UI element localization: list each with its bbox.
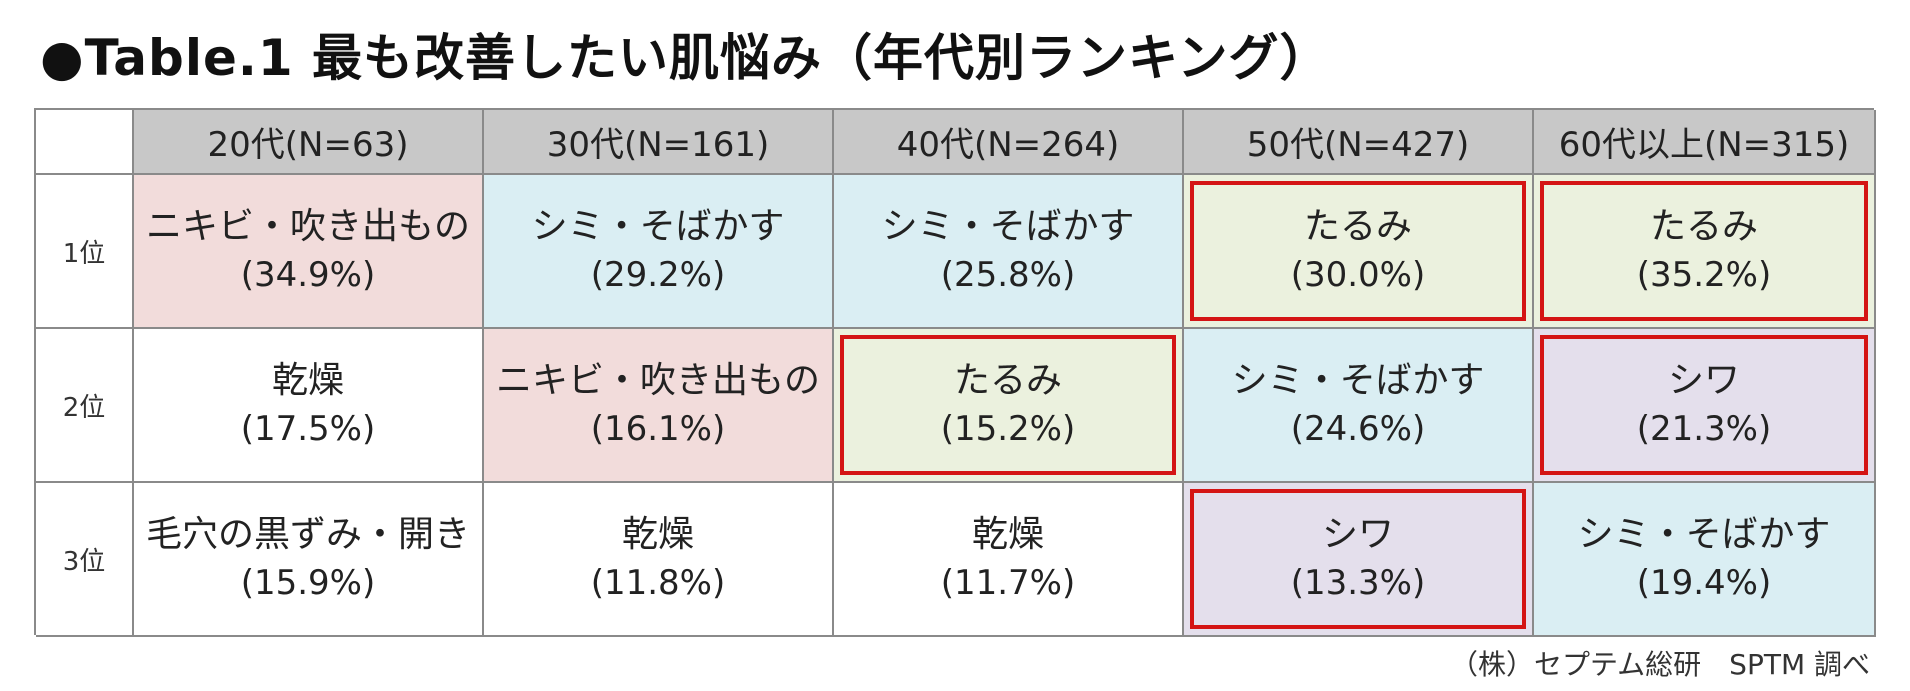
concern-percentage: (29.2%) xyxy=(590,255,726,295)
concern-label: シミ・そばかす xyxy=(1577,514,1831,555)
ranking-cell: たるみ (15.2%) xyxy=(834,329,1184,483)
ranking-cell: ニキビ・吹き出もの (34.9%) xyxy=(134,175,484,329)
source-credit: （株）セプテム総研 SPTM 調べ xyxy=(1450,648,1870,681)
ranking-cell: ニキビ・吹き出もの (16.1%) xyxy=(484,329,834,483)
concern-label: たるみ xyxy=(953,360,1062,401)
concern-label: 乾燥 xyxy=(271,360,344,401)
concern-percentage: (30.0%) xyxy=(1290,255,1426,295)
concern-percentage: (11.7%) xyxy=(940,563,1076,603)
column-header-40s: 40代(N=264) xyxy=(834,110,1184,175)
rank-label-3: 3位 xyxy=(36,483,134,637)
concern-label: シミ・そばかす xyxy=(1231,360,1485,401)
ranking-cell: たるみ (30.0%) xyxy=(1184,175,1534,329)
ranking-cell: 毛穴の黒ずみ・開き (15.9%) xyxy=(134,483,484,637)
concern-label: 毛穴の黒ずみ・開き xyxy=(145,514,470,555)
concern-label: シワ xyxy=(1667,360,1740,401)
concern-label: ニキビ・吹き出もの xyxy=(145,206,470,247)
concern-percentage: (13.3%) xyxy=(1290,563,1426,603)
concern-percentage: (35.2%) xyxy=(1636,255,1772,295)
rank-label-1: 1位 xyxy=(36,175,134,329)
concern-percentage: (17.5%) xyxy=(240,409,376,449)
concern-percentage: (24.6%) xyxy=(1290,409,1426,449)
column-header-50s: 50代(N=427) xyxy=(1184,110,1534,175)
concern-percentage: (21.3%) xyxy=(1636,409,1772,449)
ranking-cell: シミ・そばかす (19.4%) xyxy=(1534,483,1876,637)
ranking-cell: たるみ (35.2%) xyxy=(1534,175,1876,329)
column-header-60s-plus: 60代以上(N=315) xyxy=(1534,110,1876,175)
concern-percentage: (15.9%) xyxy=(240,563,376,603)
concern-label: シワ xyxy=(1321,514,1394,555)
concern-percentage: (11.8%) xyxy=(590,563,726,603)
concern-label: 乾燥 xyxy=(971,514,1044,555)
ranking-cell: 乾燥 (11.7%) xyxy=(834,483,1184,637)
ranking-cell: シミ・そばかす (25.8%) xyxy=(834,175,1184,329)
table-corner-cell xyxy=(36,110,134,175)
concern-label: ニキビ・吹き出もの xyxy=(495,360,820,401)
ranking-cell: 乾燥 (11.8%) xyxy=(484,483,834,637)
concern-label: 乾燥 xyxy=(621,514,694,555)
ranking-table-wrapper: 20代(N=63) 30代(N=161) 40代(N=264) 50代(N=42… xyxy=(34,108,1876,637)
concern-percentage: (15.2%) xyxy=(940,409,1076,449)
ranking-cell: シワ (13.3%) xyxy=(1184,483,1534,637)
rank-label-2: 2位 xyxy=(36,329,134,483)
concern-percentage: (16.1%) xyxy=(590,409,726,449)
ranking-cell: シミ・そばかす (24.6%) xyxy=(1184,329,1534,483)
ranking-cell: シミ・そばかす (29.2%) xyxy=(484,175,834,329)
column-header-30s: 30代(N=161) xyxy=(484,110,834,175)
concern-percentage: (25.8%) xyxy=(940,255,1076,295)
concern-label: たるみ xyxy=(1303,206,1412,247)
concern-label: シミ・そばかす xyxy=(881,206,1135,247)
page-title: ●Table.1 最も改善したい肌悩み（年代別ランキング） xyxy=(40,29,1331,87)
ranking-cell: 乾燥 (17.5%) xyxy=(134,329,484,483)
concern-label: たるみ xyxy=(1649,206,1758,247)
concern-label: シミ・そばかす xyxy=(531,206,785,247)
concern-percentage: (34.9%) xyxy=(240,255,376,295)
concern-percentage: (19.4%) xyxy=(1636,563,1772,603)
ranking-cell: シワ (21.3%) xyxy=(1534,329,1876,483)
ranking-table: 20代(N=63) 30代(N=161) 40代(N=264) 50代(N=42… xyxy=(34,108,1876,637)
column-header-20s: 20代(N=63) xyxy=(134,110,484,175)
